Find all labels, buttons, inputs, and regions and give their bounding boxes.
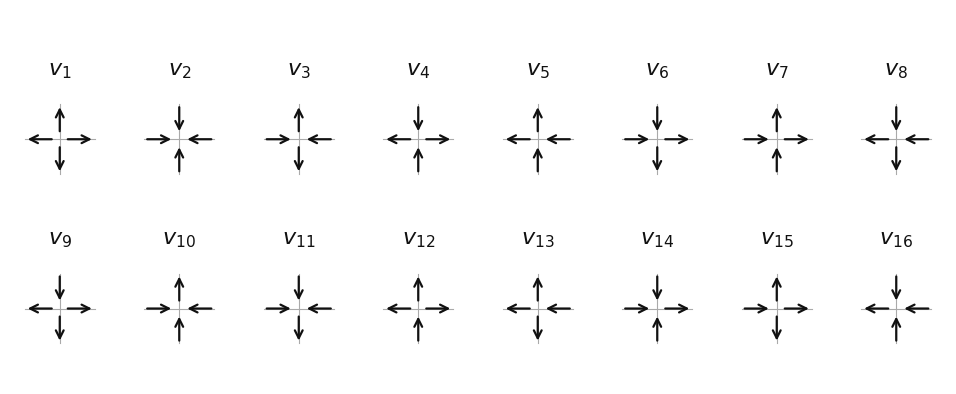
Text: $v_{12}$: $v_{12}$ [402, 228, 435, 250]
Text: $v_{11}$: $v_{11}$ [282, 228, 315, 250]
Text: $v_{7}$: $v_{7}$ [765, 59, 789, 80]
Text: $v_{14}$: $v_{14}$ [641, 228, 674, 250]
Text: $v_{6}$: $v_{6}$ [645, 59, 669, 80]
Text: $v_{4}$: $v_{4}$ [406, 59, 430, 80]
Text: $v_{2}$: $v_{2}$ [167, 59, 191, 80]
Text: $v_{3}$: $v_{3}$ [287, 59, 311, 80]
Text: $v_{10}$: $v_{10}$ [163, 228, 196, 250]
Text: $v_{13}$: $v_{13}$ [521, 228, 554, 250]
Text: $v_{8}$: $v_{8}$ [884, 59, 908, 80]
Text: $v_{16}$: $v_{16}$ [880, 228, 913, 250]
Text: $v_{1}$: $v_{1}$ [48, 59, 72, 80]
Text: $v_{9}$: $v_{9}$ [48, 228, 72, 250]
Text: $v_{15}$: $v_{15}$ [760, 228, 793, 250]
Text: $v_{5}$: $v_{5}$ [526, 59, 550, 80]
